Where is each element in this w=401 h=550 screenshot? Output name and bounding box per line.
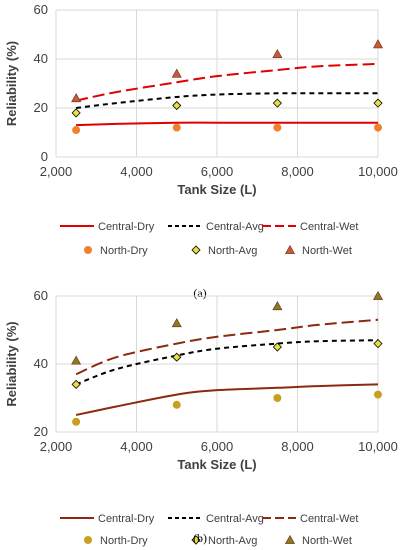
- legend-label: North-Dry: [100, 245, 148, 257]
- series-line-central-wet: [75, 62, 379, 102]
- point-north-avg: [373, 339, 383, 349]
- x-tick-label: 10,000: [358, 164, 398, 179]
- y-tick-label: 20: [34, 100, 48, 115]
- series-line-central-wet: [75, 318, 379, 376]
- point-north-dry: [374, 123, 382, 132]
- x-tick-label: 2,000: [40, 439, 73, 454]
- y-tick-label: 20: [34, 424, 48, 439]
- x-axis-label: Tank Size (L): [177, 182, 256, 197]
- point-north-dry: [172, 123, 181, 132]
- legend-label: Central-Avg: [206, 221, 264, 233]
- point-north-wet: [372, 290, 384, 300]
- point-north-wet: [171, 68, 182, 78]
- chart-panel-2: 20 40 60 2,000 4,000 6,000 8,000 10,000 Tank Siz…: [4, 288, 398, 547]
- panel-label: (a): [193, 286, 206, 300]
- series-line-central-dry: [76, 121, 378, 127]
- y-tick-label: 40: [34, 356, 48, 371]
- chart-panel-1: 0 20 40 60 2,000 4,000 6,000 8,000 10,000 Tank Si…: [4, 2, 398, 300]
- point-north-dry: [72, 417, 81, 426]
- x-axis-label: Tank Size (L): [177, 457, 256, 472]
- point-north-wet: [171, 318, 182, 328]
- legend-marker-north-dry: [84, 536, 92, 544]
- point-north-wet: [272, 301, 283, 311]
- legend-label: North-Avg: [208, 245, 257, 257]
- x-tick-label: 4,000: [120, 164, 153, 179]
- y-axis-label: Reliability (%): [4, 321, 19, 406]
- legend-label: North-Wet: [302, 245, 352, 257]
- point-north-dry: [374, 390, 382, 399]
- point-north-dry: [273, 394, 282, 402]
- x-tick-label: 8,000: [281, 439, 314, 454]
- point-north-dry: [72, 126, 81, 135]
- series-line-central-avg: [75, 339, 379, 386]
- x-tick-label: 6,000: [201, 164, 234, 179]
- legend-label: Central-Avg: [206, 513, 264, 525]
- legend-marker-north-wet: [284, 244, 296, 254]
- legend-marker-north-dry: [84, 246, 92, 254]
- legend-marker-north-avg: [191, 535, 201, 545]
- legend-label: North-Avg: [208, 535, 257, 547]
- point-north-avg: [172, 352, 182, 362]
- legend: Central-Dry Central-Avg Central-Wet North-D…: [60, 221, 358, 257]
- point-north-avg: [172, 100, 182, 111]
- x-tick-label: 10,000: [358, 439, 398, 454]
- legend-label: North-Dry: [100, 535, 148, 547]
- legend-label: Central-Wet: [300, 221, 358, 233]
- legend-label: Central-Dry: [98, 221, 155, 233]
- legend-marker-north-avg: [191, 245, 201, 255]
- legend-label: Central-Wet: [300, 513, 358, 525]
- point-north-avg: [71, 379, 81, 389]
- legend: Central-Dry Central-Avg Central-Wet North-D…: [60, 513, 358, 547]
- panel-label: (b): [193, 531, 207, 545]
- point-north-dry: [172, 400, 181, 409]
- series-line-central-avg: [76, 92, 378, 109]
- series-line-central-dry: [75, 383, 379, 416]
- x-tick-label: 4,000: [120, 439, 153, 454]
- point-north-avg: [71, 108, 81, 118]
- x-tick-label: 8,000: [281, 164, 314, 179]
- y-axis-label: Reliability (%): [4, 41, 19, 126]
- legend-marker-north-wet: [284, 534, 296, 544]
- point-north-wet: [71, 93, 82, 103]
- point-north-avg: [272, 342, 282, 352]
- x-tick-label: 2,000: [40, 164, 73, 179]
- point-north-wet: [372, 39, 384, 49]
- x-tick-label: 6,000: [201, 439, 234, 454]
- y-tick-label: 60: [34, 288, 48, 303]
- y-tick-label: 0: [41, 149, 48, 164]
- legend-label: North-Wet: [302, 535, 352, 547]
- y-tick-label: 40: [34, 51, 48, 66]
- legend-label: Central-Dry: [98, 513, 155, 525]
- y-tick-label: 60: [34, 2, 48, 17]
- point-north-wet: [71, 355, 82, 365]
- point-north-avg: [272, 98, 282, 108]
- point-north-avg: [373, 98, 383, 108]
- point-north-dry: [273, 123, 282, 132]
- point-north-wet: [272, 48, 283, 59]
